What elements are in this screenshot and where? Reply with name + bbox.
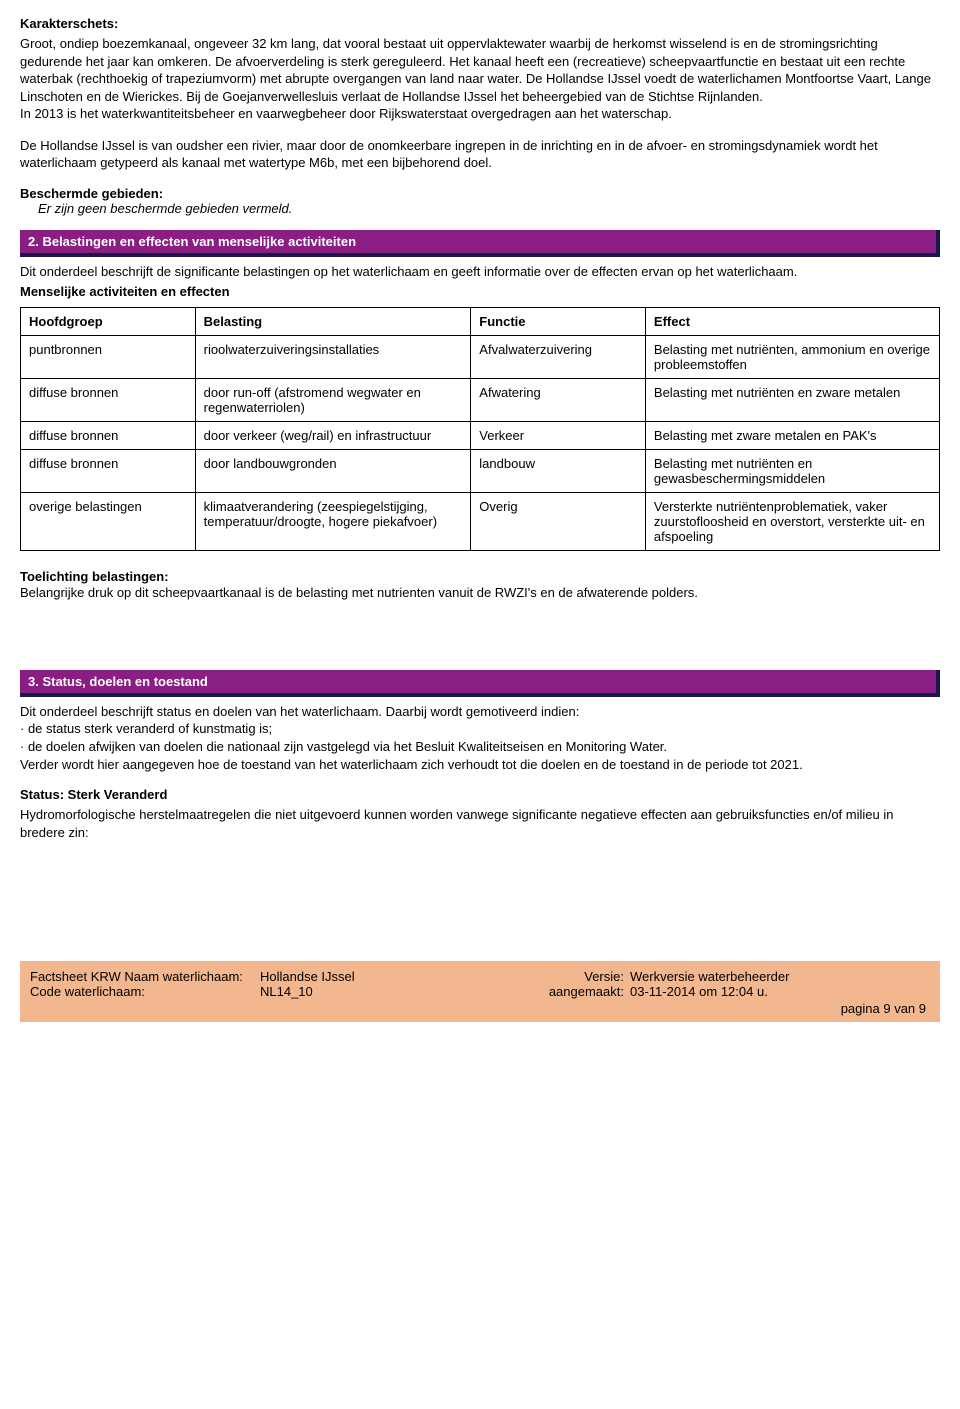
cell: door run-off (afstromend wegwater en reg… xyxy=(195,379,471,422)
karakterschets-p1-text: Groot, ondiep boezemkanaal, ongeveer 32 … xyxy=(20,36,931,104)
footer-left2-label: Code waterlichaam: xyxy=(30,984,260,999)
cell: landbouw xyxy=(471,450,646,493)
beschermde-text: Er zijn geen beschermde gebieden vermeld… xyxy=(38,201,940,216)
footer-right2-value: 03-11-2014 om 12:04 u. xyxy=(630,984,930,999)
cell: door verkeer (weg/rail) en infrastructuu… xyxy=(195,422,471,450)
cell: rioolwaterzuiveringsinstallaties xyxy=(195,336,471,379)
section-3-after: Verder wordt hier aangegeven hoe de toes… xyxy=(20,757,803,772)
table-row: diffuse bronnen door run-off (afstromend… xyxy=(21,379,940,422)
karakterschets-p1: Groot, ondiep boezemkanaal, ongeveer 32 … xyxy=(20,35,940,123)
footer-left1-label: Factsheet KRW Naam waterlichaam: xyxy=(30,969,260,984)
cell: diffuse bronnen xyxy=(21,379,196,422)
footer-row-2: Code waterlichaam: NL14_10 aangemaakt: 0… xyxy=(30,984,930,999)
cell: diffuse bronnen xyxy=(21,422,196,450)
footer-left1-value: Hollandse IJssel xyxy=(260,969,460,984)
toelichting-text: Belangrijke druk op dit scheepvaartkanaa… xyxy=(20,584,940,602)
beschermde-heading: Beschermde gebieden: xyxy=(20,186,940,201)
th-belasting: Belasting xyxy=(195,308,471,336)
karakterschets-p2-text: In 2013 is het waterkwantiteitsbeheer en… xyxy=(20,106,672,121)
cell: Afwatering xyxy=(471,379,646,422)
cell: klimaatverandering (zeespiegelstijging, … xyxy=(195,493,471,551)
karakterschets-block: Karakterschets: Groot, ondiep boezemkana… xyxy=(20,16,940,172)
section-3-header: 3. Status, doelen en toestand xyxy=(20,670,940,697)
footer-right1-label: Versie: xyxy=(524,969,630,984)
table-row: diffuse bronnen door landbouwgronden lan… xyxy=(21,450,940,493)
th-effect: Effect xyxy=(645,308,939,336)
status-heading: Status: Sterk Veranderd xyxy=(20,787,940,802)
cell: Verkeer xyxy=(471,422,646,450)
table-header-row: Hoofdgroep Belasting Functie Effect xyxy=(21,308,940,336)
table-row: overige belastingen klimaatverandering (… xyxy=(21,493,940,551)
karakterschets-p3: De Hollandse IJssel is van oudsher een r… xyxy=(20,137,940,172)
footer-left2-value: NL14_10 xyxy=(260,984,460,999)
section-3-bullet1: · de status sterk veranderd of kunstmati… xyxy=(20,721,272,736)
cell: diffuse bronnen xyxy=(21,450,196,493)
section-3-bullet2: · de doelen afwijken van doelen die nati… xyxy=(20,739,667,754)
beschermde-block: Beschermde gebieden: Er zijn geen besche… xyxy=(20,186,940,216)
section-3-body: Dit onderdeel beschrijft status en doele… xyxy=(20,703,940,773)
karakterschets-heading: Karakterschets: xyxy=(20,16,940,31)
footer-page-number: pagina 9 van 9 xyxy=(30,999,930,1018)
page-footer: Factsheet KRW Naam waterlichaam: Holland… xyxy=(20,961,940,1022)
cell: Belasting met nutriënten, ammonium en ov… xyxy=(645,336,939,379)
section-2-subheading: Menselijke activiteiten en effecten xyxy=(20,284,940,299)
toelichting-heading: Toelichting belastingen: xyxy=(20,569,940,584)
effects-table: Hoofdgroep Belasting Functie Effect punt… xyxy=(20,307,940,551)
table-row: diffuse bronnen door verkeer (weg/rail) … xyxy=(21,422,940,450)
cell: puntbronnen xyxy=(21,336,196,379)
cell: Belasting met nutriënten en gewasbescher… xyxy=(645,450,939,493)
th-functie: Functie xyxy=(471,308,646,336)
cell: door landbouwgronden xyxy=(195,450,471,493)
table-row: puntbronnen rioolwaterzuiveringsinstalla… xyxy=(21,336,940,379)
section-3-intro: Dit onderdeel beschrijft status en doele… xyxy=(20,704,579,719)
cell: Belasting met zware metalen en PAK's xyxy=(645,422,939,450)
cell: overige belastingen xyxy=(21,493,196,551)
footer-right1-value: Werkversie waterbeheerder xyxy=(630,969,930,984)
section-2-header: 2. Belastingen en effecten van menselijk… xyxy=(20,230,940,257)
section-2-intro: Dit onderdeel beschrijft de significante… xyxy=(20,263,940,281)
cell: Afvalwaterzuivering xyxy=(471,336,646,379)
spacer xyxy=(20,616,940,656)
th-hoofdgroep: Hoofdgroep xyxy=(21,308,196,336)
footer-right2-label: aangemaakt: xyxy=(524,984,630,999)
cell: Belasting met nutriënten en zware metale… xyxy=(645,379,939,422)
status-text: Hydromorfologische herstelmaatregelen di… xyxy=(20,806,940,841)
cell: Versterkte nutriëntenproblematiek, vaker… xyxy=(645,493,939,551)
footer-row-1: Factsheet KRW Naam waterlichaam: Holland… xyxy=(30,969,930,984)
cell: Overig xyxy=(471,493,646,551)
